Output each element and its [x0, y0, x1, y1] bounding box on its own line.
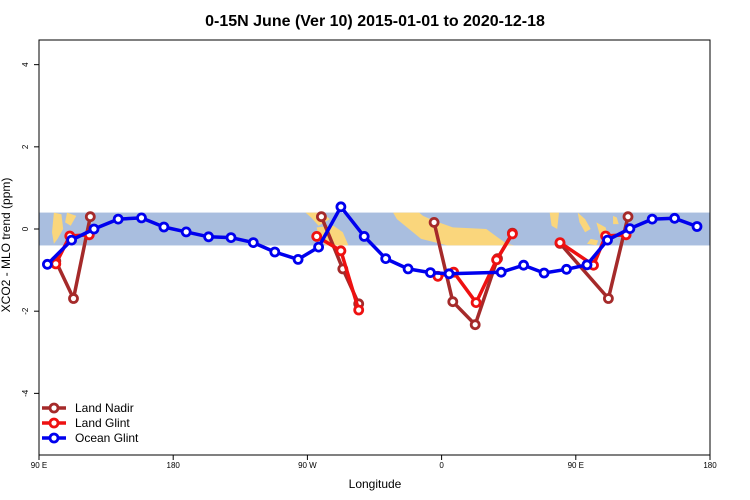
data-point: [602, 234, 613, 246]
data-point: [469, 319, 481, 331]
y-axis-label: XCO2 - MLO trend (ppm): [0, 178, 13, 313]
data-point: [88, 223, 100, 235]
data-point: [428, 216, 440, 228]
land-shape: [65, 212, 77, 226]
data-point: [669, 212, 680, 224]
legend-marker: [48, 417, 60, 429]
data-point: [518, 259, 529, 271]
data-point: [315, 211, 327, 223]
data-point: [491, 254, 503, 266]
data-point: [180, 226, 192, 238]
series-ocean-glint: [42, 201, 703, 280]
data-point: [203, 231, 215, 243]
data-point: [624, 223, 636, 235]
data-point: [538, 267, 550, 279]
land-shape: [549, 212, 559, 229]
legend-marker: [48, 432, 60, 444]
land-shape: [587, 238, 599, 246]
data-point: [691, 221, 703, 232]
legend-label: Land Nadir: [75, 401, 134, 415]
data-point: [335, 201, 347, 213]
data-point: [136, 212, 147, 224]
data-point: [225, 232, 237, 244]
x-tick-label: 90 E: [568, 461, 584, 470]
land-shape: [613, 215, 619, 225]
x-axis-label: Longitude: [349, 477, 402, 491]
data-point: [269, 246, 281, 258]
x-tick-label: 90 W: [298, 461, 317, 470]
data-point: [353, 304, 365, 316]
legend-item: Land Nadir: [42, 401, 134, 415]
land-shape: [577, 212, 591, 233]
data-point: [495, 266, 507, 278]
data-point: [66, 234, 77, 246]
x-tick-label: 0: [439, 461, 444, 470]
data-point: [554, 237, 566, 249]
data-point: [470, 297, 482, 309]
plot-border: [38, 39, 711, 456]
data-point: [507, 228, 518, 240]
y-tick-label: -4: [21, 389, 30, 397]
legend-item: Ocean Glint: [42, 431, 139, 445]
y-tick-label: 4: [21, 62, 30, 67]
data-point: [358, 230, 370, 242]
data-point: [292, 253, 304, 265]
x-tick-label: 180: [703, 461, 717, 470]
data-point: [424, 267, 436, 279]
data-point: [42, 258, 53, 270]
x-tick-label: 180: [167, 461, 181, 470]
legend-item: Land Glint: [42, 416, 130, 430]
data-point: [311, 230, 323, 242]
data-point: [313, 241, 325, 253]
data-point: [380, 253, 392, 265]
data-point: [68, 293, 79, 304]
legend-label: Land Glint: [75, 416, 130, 430]
chart-title: 0-15N June (Ver 10) 2015-01-01 to 2020-1…: [205, 13, 545, 30]
x-tick-label: 90 E: [31, 461, 47, 470]
data-point: [112, 213, 124, 225]
data-point: [335, 245, 347, 257]
legend-label: Ocean Glint: [75, 431, 139, 445]
data-point: [581, 259, 593, 271]
data-point: [84, 211, 96, 223]
land-shape: [393, 212, 515, 246]
y-tick-label: -2: [21, 307, 30, 315]
land-shape: [52, 212, 64, 244]
data-point: [561, 263, 572, 275]
data-point: [622, 211, 634, 223]
y-tick-label: 2: [21, 144, 30, 149]
data-point: [443, 268, 455, 280]
data-point: [603, 293, 614, 304]
data-point: [646, 213, 658, 225]
y-tick-label: 0: [21, 226, 30, 231]
legend-marker: [48, 402, 60, 414]
data-point: [247, 237, 259, 249]
data-point: [158, 221, 170, 233]
plot-area: 90 E 180 90 W 0 90 E 180 -4 -2 0 2 4: [21, 39, 717, 470]
data-point: [402, 263, 414, 275]
data-point: [447, 296, 459, 308]
